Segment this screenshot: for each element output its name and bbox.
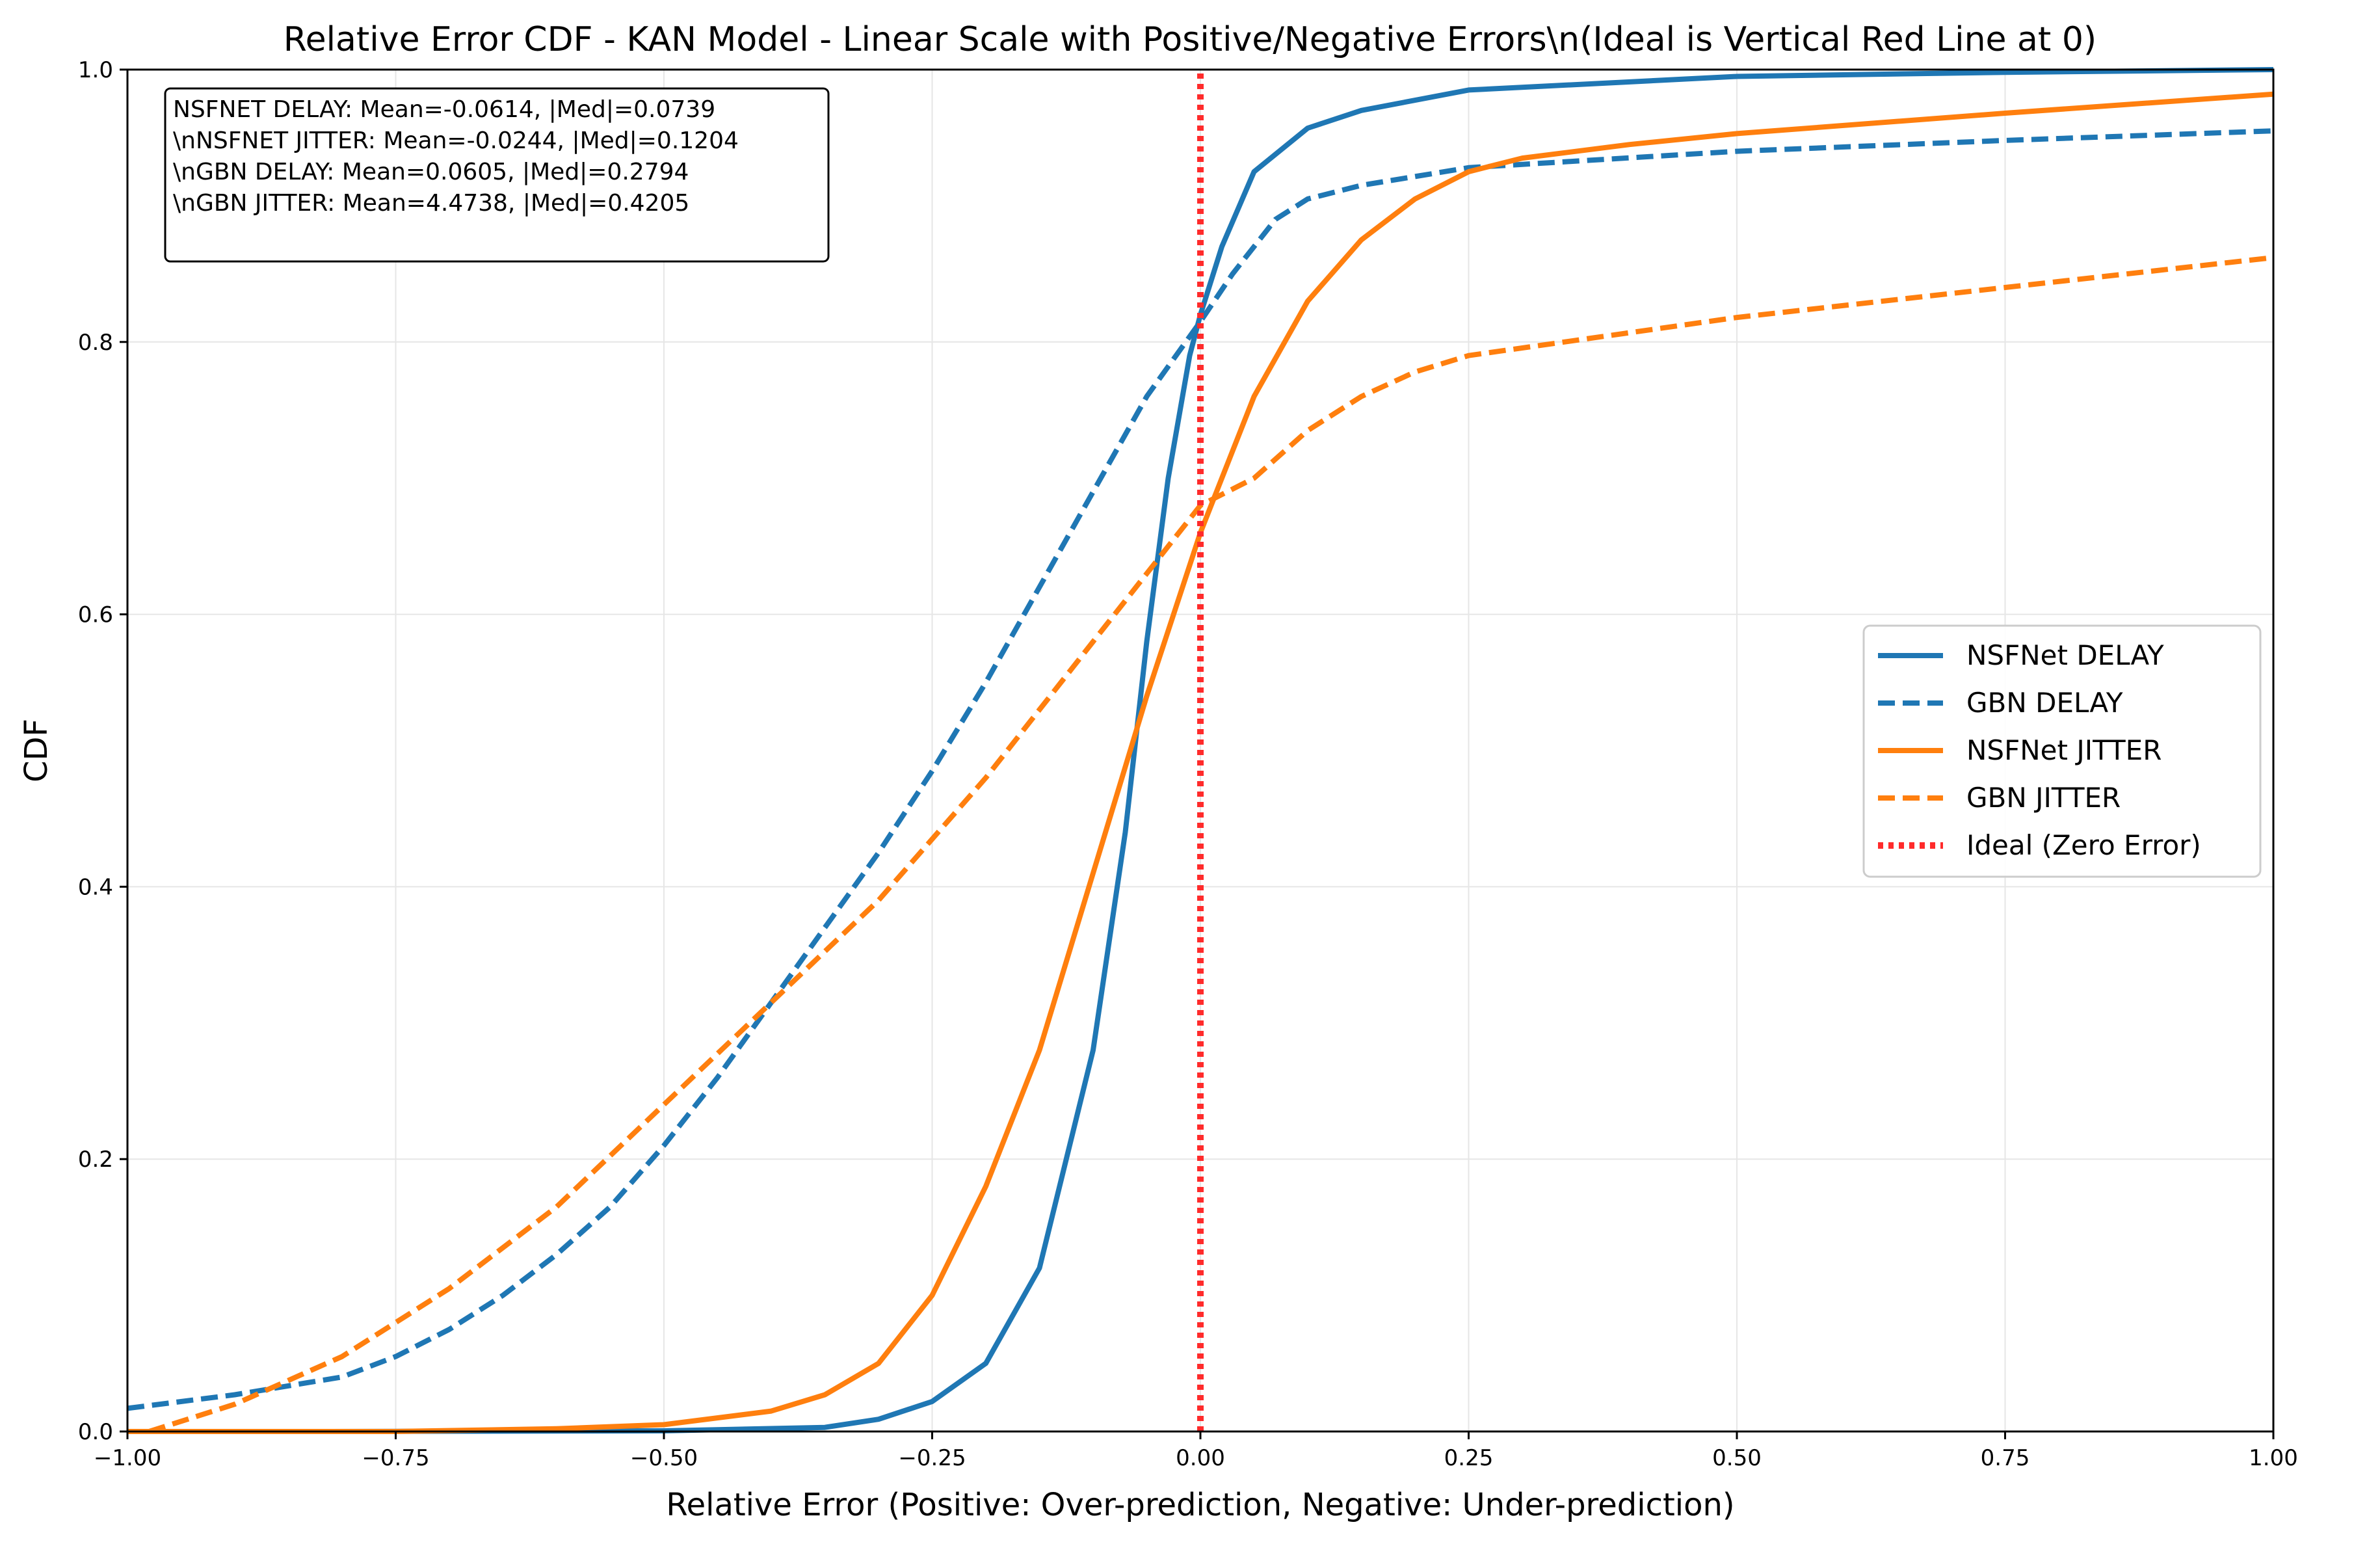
series-layer: [127, 67, 2274, 1434]
x-tick-label: 0.50: [1712, 1445, 1762, 1471]
x-tick-label: 0.75: [1981, 1445, 2030, 1471]
legend-label-gbn-jitter: GBN JITTER: [1966, 782, 2121, 814]
stats-line: \nGBN DELAY: Mean=0.0605, |Med|=0.2794: [173, 159, 689, 185]
y-tick-label: 1.0: [78, 57, 113, 83]
x-tick-label: −0.50: [630, 1445, 698, 1471]
stats-line: \nGBN JITTER: Mean=4.4738, |Med|=0.4205: [173, 190, 689, 217]
x-tick-label: −1.00: [94, 1445, 161, 1471]
y-tick-label: 0.6: [78, 602, 113, 628]
legend-label-nsfnet-delay: NSFNet DELAY: [1966, 639, 2164, 671]
ticks: −1.00 −0.75 −0.50 −0.25 0.00 0.25 0.50 0.75 1.00…: [78, 57, 2298, 1471]
y-axis-label: CDF: [18, 719, 55, 782]
legend-label-nsfnet-jitter: NSFNet JITTER: [1966, 734, 2162, 766]
legend-label-ideal-zero-error: Ideal (Zero Error): [1966, 829, 2201, 861]
stats-box: NSFNET DELAY: Mean=-0.0614, |Med|=0.0739…: [164, 87, 830, 263]
legend: NSFNet DELAY GBN DELAY NSFNet JITTER GBN JI…: [1862, 624, 2262, 878]
chart-title: Relative Error CDF - KAN Model - Linear …: [284, 20, 2096, 59]
x-tick-label: 1.00: [2249, 1445, 2298, 1471]
y-tick-label: 0.4: [78, 874, 113, 900]
x-axis-label: Relative Error (Positive: Over-predictio…: [666, 1487, 1734, 1523]
x-tick-label: 0.25: [1444, 1445, 1494, 1471]
legend-frame: [1862, 624, 2262, 878]
stats-line: NSFNET DELAY: Mean=-0.0614, |Med|=0.0739: [173, 96, 715, 123]
legend-label-gbn-delay: GBN DELAY: [1966, 687, 2123, 719]
series-line-gbn-jitter: [148, 255, 2274, 1434]
y-tick-label: 0.8: [78, 330, 113, 356]
stats-line: \nNSFNET JITTER: Mean=-0.0244, |Med|=0.1…: [173, 127, 739, 154]
y-tick-label: 0.0: [78, 1419, 113, 1445]
x-tick-label: 0.00: [1176, 1445, 1225, 1471]
x-tick-label: −0.75: [362, 1445, 429, 1471]
series-line-nsfnet-delay: [320, 67, 2274, 1434]
x-tick-label: −0.25: [898, 1445, 966, 1471]
series-line-nsfnet-jitter: [127, 91, 2274, 1434]
series-line-gbn-delay: [127, 128, 2274, 1411]
y-tick-label: 0.2: [78, 1147, 113, 1173]
stats-box-frame: [164, 87, 830, 263]
